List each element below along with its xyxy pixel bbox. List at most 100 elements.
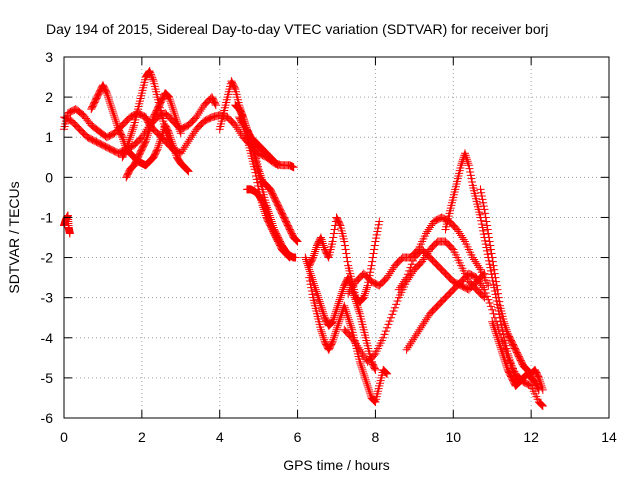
data-point	[163, 131, 172, 140]
data-point	[353, 301, 362, 310]
data-point	[423, 313, 432, 322]
data-point	[265, 213, 274, 222]
data-point	[250, 147, 259, 156]
data-point	[123, 141, 132, 150]
data-point	[394, 285, 403, 294]
data-point	[147, 72, 156, 81]
data-point	[370, 397, 379, 406]
data-point	[488, 257, 497, 266]
data-point	[176, 129, 185, 138]
data-point	[480, 269, 489, 278]
data-point	[481, 236, 490, 245]
data-point	[412, 329, 421, 338]
data-point	[274, 161, 283, 170]
data-point	[319, 333, 328, 342]
data-point	[459, 235, 468, 244]
data-point	[142, 135, 151, 144]
data-point	[242, 125, 251, 134]
data-point	[171, 147, 180, 156]
data-point	[317, 235, 326, 244]
data-point	[104, 93, 113, 102]
data-point	[144, 127, 153, 136]
data-point	[247, 139, 256, 148]
data-point	[332, 325, 341, 334]
data-point	[366, 389, 375, 398]
data-point	[483, 246, 492, 255]
data-point	[184, 137, 193, 146]
data-point	[477, 216, 486, 225]
data-point	[397, 281, 406, 290]
data-point	[188, 131, 197, 140]
data-point	[340, 237, 349, 246]
data-point	[112, 119, 121, 128]
data-point	[359, 351, 368, 360]
data-point	[338, 285, 347, 294]
data-point	[416, 323, 425, 332]
data-point	[479, 198, 488, 207]
data-point	[148, 75, 157, 84]
y-tick-label: 3	[45, 49, 53, 65]
data-point	[370, 396, 379, 405]
data-point	[454, 227, 463, 236]
y-tick-label: -6	[41, 410, 54, 426]
data-point	[312, 243, 321, 252]
data-point	[371, 365, 380, 374]
data-point	[331, 327, 340, 336]
data-point	[402, 273, 411, 282]
data-point	[420, 317, 429, 326]
data-point	[332, 305, 341, 314]
data-point	[309, 277, 318, 286]
data-points	[60, 67, 547, 410]
data-point	[501, 321, 510, 330]
data-point	[320, 243, 329, 252]
data-point	[283, 251, 292, 260]
data-point	[384, 320, 393, 329]
data-point	[153, 145, 162, 154]
data-point	[165, 93, 174, 102]
data-point	[488, 253, 497, 262]
data-point	[419, 255, 428, 264]
data-point	[363, 281, 372, 290]
data-point	[256, 171, 265, 180]
data-point	[269, 227, 278, 236]
data-point	[374, 220, 383, 229]
data-point	[468, 178, 477, 187]
data-point	[328, 237, 337, 246]
data-point	[148, 73, 157, 82]
data-point	[398, 279, 407, 288]
data-point	[318, 305, 327, 314]
data-point	[318, 237, 327, 246]
data-point	[146, 121, 155, 130]
data-point	[164, 135, 173, 144]
data-point	[329, 313, 338, 322]
data-point	[163, 91, 172, 100]
data-point	[170, 109, 179, 118]
data-point	[405, 341, 414, 350]
data-point	[329, 335, 338, 344]
data-point	[464, 161, 473, 170]
data-point	[359, 293, 368, 302]
y-axis-title: SDTVAR / TECUs	[6, 181, 22, 293]
data-point	[154, 141, 163, 150]
data-point	[111, 115, 120, 124]
data-point	[349, 281, 358, 290]
data-point	[230, 83, 239, 92]
data-point	[372, 234, 381, 243]
data-point	[357, 347, 366, 356]
data-point	[146, 70, 155, 79]
data-point	[172, 117, 181, 126]
data-point	[110, 113, 119, 122]
data-point	[401, 275, 410, 284]
data-point	[180, 143, 189, 152]
data-point	[467, 174, 476, 183]
data-point	[350, 337, 359, 346]
plot-frame	[63, 56, 610, 419]
data-point	[125, 135, 134, 144]
data-point	[309, 251, 318, 260]
data-point	[165, 95, 174, 104]
data-point	[357, 361, 366, 370]
data-point	[328, 317, 337, 326]
data-point	[368, 253, 377, 262]
data-point	[255, 167, 264, 176]
